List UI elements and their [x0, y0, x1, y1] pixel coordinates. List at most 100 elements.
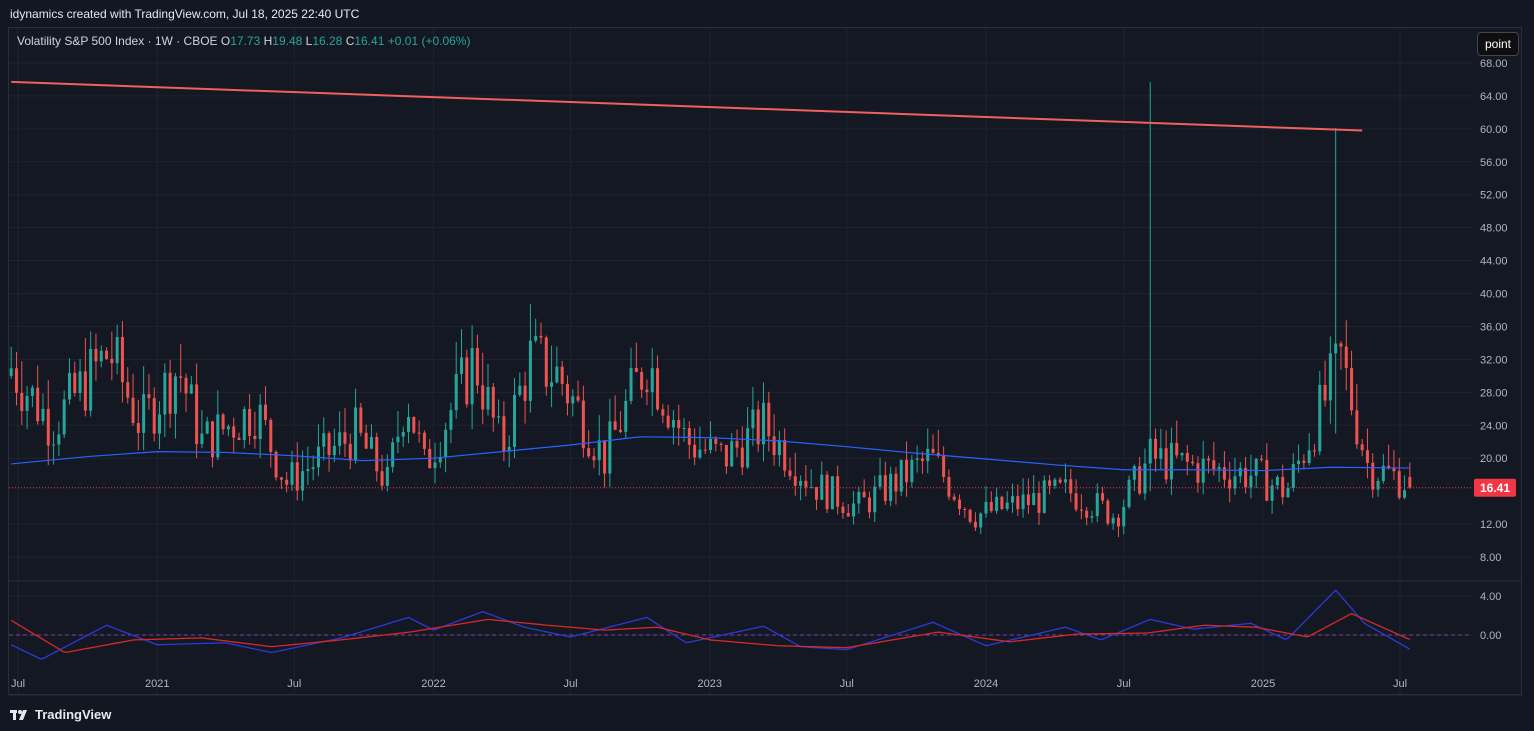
- symbol-title: Volatility S&P 500 Index · 1W · CBOE: [17, 34, 218, 48]
- candle: [67, 358, 71, 405]
- candle-body: [761, 402, 765, 445]
- candle: [857, 486, 861, 514]
- candle-body: [677, 419, 681, 429]
- candle-body: [1180, 452, 1184, 456]
- oscillator-blue-line: [10, 589, 1411, 660]
- candle-body: [682, 428, 686, 430]
- candle-body: [94, 348, 98, 362]
- candle-body: [793, 476, 797, 486]
- candle: [444, 422, 448, 473]
- candle-body: [1339, 343, 1343, 347]
- candle: [94, 333, 98, 381]
- candle: [449, 402, 453, 444]
- candle: [698, 426, 702, 460]
- candle-body: [799, 480, 803, 486]
- candle: [1116, 513, 1120, 537]
- candle-body: [1360, 444, 1364, 451]
- candle-body: [475, 348, 479, 386]
- candle-body: [285, 479, 289, 485]
- candle: [1360, 438, 1364, 457]
- candle: [1037, 481, 1041, 525]
- candle: [1016, 484, 1020, 516]
- candle: [110, 331, 114, 381]
- candle: [1207, 455, 1211, 474]
- candle: [1307, 433, 1311, 466]
- candle: [799, 475, 803, 501]
- candle-body: [30, 387, 34, 396]
- candle-body: [920, 458, 924, 462]
- candle: [687, 421, 691, 459]
- candle: [226, 424, 230, 437]
- candle: [666, 404, 670, 430]
- axes: 68.00 64.00 60.00 56.00 52.00 48.00 44.00 40.00…: [11, 58, 1508, 690]
- top-bar: idynamics created with TradingView.com, …: [0, 0, 1534, 28]
- candle: [454, 342, 458, 419]
- candle-body: [205, 421, 209, 434]
- candle: [650, 348, 654, 416]
- candle-body: [1286, 488, 1290, 498]
- candle-body: [947, 476, 951, 497]
- candle: [968, 508, 972, 524]
- candle-body: [809, 486, 813, 488]
- candle-body: [862, 491, 866, 498]
- open-label: O: [220, 34, 231, 48]
- candle-body: [581, 400, 585, 449]
- candle: [126, 367, 130, 404]
- candle-body: [1053, 479, 1057, 486]
- candle: [475, 334, 479, 394]
- price-scale-mode-button[interactable]: point: [1477, 32, 1519, 56]
- candle: [1201, 440, 1205, 495]
- candle: [248, 393, 252, 445]
- candle: [777, 430, 781, 467]
- candle: [1323, 360, 1327, 407]
- tradingview-logo[interactable]: TradingView: [10, 707, 111, 722]
- candle: [947, 469, 951, 501]
- candle-body: [1344, 346, 1348, 368]
- price-tick-label: 60.00: [1480, 124, 1508, 136]
- candle: [200, 409, 204, 449]
- candle-body: [1069, 479, 1073, 494]
- candle: [1365, 428, 1369, 479]
- candle: [401, 426, 405, 448]
- candle-body: [841, 506, 845, 514]
- candle: [269, 417, 273, 468]
- candle-body: [327, 433, 331, 456]
- candle-body: [332, 445, 336, 456]
- candle: [1408, 462, 1412, 489]
- candle-body: [99, 350, 103, 362]
- candle: [989, 491, 993, 513]
- candle: [221, 412, 225, 435]
- candle-body: [666, 415, 670, 428]
- candle-body: [1323, 384, 1327, 401]
- candle-body: [1408, 476, 1412, 488]
- candle: [528, 304, 532, 413]
- candle-body: [343, 432, 347, 444]
- candle-body: [1196, 463, 1200, 483]
- candle: [1101, 487, 1105, 504]
- tradingview-logo-icon: [10, 709, 27, 720]
- candle: [608, 398, 612, 487]
- candle: [253, 411, 257, 449]
- candle-body: [878, 475, 882, 487]
- candle: [555, 346, 559, 384]
- candle-body: [746, 428, 750, 468]
- candle-body: [1175, 442, 1179, 456]
- time-tick-label: Jul: [840, 678, 854, 690]
- candle-body: [650, 368, 654, 393]
- candle: [756, 400, 760, 452]
- candle-body: [396, 436, 400, 443]
- last-price-label: 16.41: [1480, 481, 1510, 495]
- candle: [173, 373, 177, 439]
- candle-body: [179, 376, 183, 378]
- candle: [878, 457, 882, 490]
- candle: [613, 395, 617, 431]
- candle-body: [523, 385, 527, 401]
- chart-frame[interactable]: [8, 27, 1522, 695]
- candle: [52, 431, 56, 465]
- candle-body: [1154, 438, 1158, 459]
- candle: [740, 426, 744, 476]
- candle: [1138, 456, 1142, 496]
- candle: [677, 404, 681, 446]
- candle: [30, 384, 34, 408]
